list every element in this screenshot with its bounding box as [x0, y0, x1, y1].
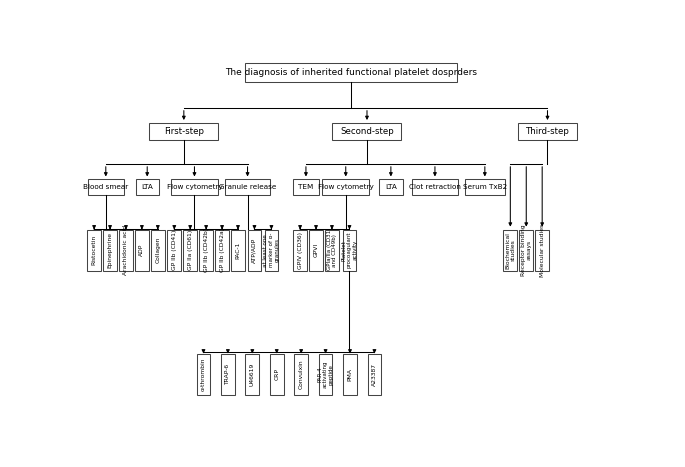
FancyBboxPatch shape	[149, 123, 219, 140]
FancyBboxPatch shape	[379, 179, 403, 195]
Text: Biochemical
studies: Biochemical studies	[505, 232, 516, 269]
Text: Epinephrine: Epinephrine	[108, 232, 112, 268]
FancyBboxPatch shape	[215, 230, 229, 271]
Text: GP IIa (CD61): GP IIa (CD61)	[188, 230, 192, 270]
FancyBboxPatch shape	[167, 230, 181, 271]
FancyBboxPatch shape	[88, 179, 124, 195]
Text: U46619: U46619	[250, 363, 255, 386]
FancyBboxPatch shape	[171, 179, 218, 195]
FancyBboxPatch shape	[135, 230, 149, 271]
Text: Serum TxB2: Serum TxB2	[463, 184, 507, 190]
Text: GPIV (CD36): GPIV (CD36)	[297, 232, 303, 269]
Text: Receptor binding
assays: Receptor binding assays	[521, 225, 532, 276]
FancyBboxPatch shape	[119, 230, 133, 271]
FancyBboxPatch shape	[343, 354, 357, 395]
FancyBboxPatch shape	[323, 179, 369, 195]
FancyBboxPatch shape	[225, 179, 271, 195]
Text: Molecular studies: Molecular studies	[540, 224, 545, 277]
Text: CRP: CRP	[274, 368, 279, 380]
Text: PAC-1: PAC-1	[236, 241, 240, 259]
FancyBboxPatch shape	[325, 230, 339, 271]
FancyBboxPatch shape	[464, 179, 505, 195]
Text: Second-step: Second-step	[340, 127, 394, 136]
FancyBboxPatch shape	[136, 179, 159, 195]
FancyBboxPatch shape	[264, 230, 278, 271]
Text: LTA: LTA	[385, 184, 397, 190]
Text: TRAP-6: TRAP-6	[225, 364, 230, 385]
Text: α-thrombin: α-thrombin	[201, 358, 206, 391]
FancyBboxPatch shape	[270, 354, 284, 395]
FancyBboxPatch shape	[245, 63, 457, 82]
Text: Arachidonic acid: Arachidonic acid	[123, 225, 129, 275]
FancyBboxPatch shape	[309, 230, 323, 271]
Text: Third-step: Third-step	[525, 127, 569, 136]
FancyBboxPatch shape	[519, 230, 533, 271]
FancyBboxPatch shape	[292, 179, 319, 195]
Text: Platelet
procoagulant
activity: Platelet procoagulant activity	[341, 232, 358, 269]
FancyBboxPatch shape	[103, 230, 117, 271]
Text: GPIa/IIa (CD31
and CD49b): GPIa/IIa (CD31 and CD49b)	[327, 230, 337, 270]
Text: ATP/ADP: ATP/ADP	[252, 238, 257, 263]
Text: The diagnosis of inherited functional platelet dosprders: The diagnosis of inherited functional pl…	[225, 68, 477, 77]
FancyBboxPatch shape	[197, 354, 210, 395]
FancyBboxPatch shape	[221, 354, 235, 395]
Text: Flow cytometry: Flow cytometry	[318, 184, 373, 190]
FancyBboxPatch shape	[247, 230, 262, 271]
FancyBboxPatch shape	[245, 354, 259, 395]
FancyBboxPatch shape	[368, 354, 382, 395]
Text: First-step: First-step	[164, 127, 204, 136]
Text: Granule release: Granule release	[219, 184, 276, 190]
FancyBboxPatch shape	[535, 230, 549, 271]
FancyBboxPatch shape	[319, 354, 332, 395]
Text: at least one
marker of α-
granules: at least one marker of α- granules	[263, 233, 279, 268]
FancyBboxPatch shape	[519, 123, 577, 140]
Text: Convulxin: Convulxin	[299, 360, 303, 389]
Text: Clot retraction: Clot retraction	[409, 184, 461, 190]
Text: Flow cytometry: Flow cytometry	[166, 184, 223, 190]
FancyBboxPatch shape	[332, 123, 401, 140]
Text: GP IIb (CD41): GP IIb (CD41)	[172, 230, 177, 270]
Text: Blood smear: Blood smear	[83, 184, 128, 190]
Text: TEM: TEM	[298, 184, 314, 190]
Text: A23387: A23387	[372, 363, 377, 386]
FancyBboxPatch shape	[342, 230, 356, 271]
Text: PAR-4
activating
peptide: PAR-4 activating peptide	[317, 361, 334, 388]
FancyBboxPatch shape	[231, 230, 245, 271]
FancyBboxPatch shape	[199, 230, 213, 271]
FancyBboxPatch shape	[412, 179, 458, 195]
Text: GP IIb (CD42a): GP IIb (CD42a)	[220, 228, 225, 272]
FancyBboxPatch shape	[503, 230, 517, 271]
Text: GP IIb (CD42b): GP IIb (CD42b)	[203, 228, 209, 272]
FancyBboxPatch shape	[151, 230, 164, 271]
FancyBboxPatch shape	[87, 230, 101, 271]
Text: Collagen: Collagen	[155, 237, 160, 263]
Text: ADP: ADP	[140, 244, 145, 256]
Text: GPVI: GPVI	[314, 243, 319, 257]
Text: Ristocetin: Ristocetin	[92, 235, 97, 265]
Text: PMA: PMA	[347, 368, 353, 381]
FancyBboxPatch shape	[295, 354, 308, 395]
FancyBboxPatch shape	[184, 230, 197, 271]
Text: LTA: LTA	[141, 184, 153, 190]
FancyBboxPatch shape	[293, 230, 307, 271]
